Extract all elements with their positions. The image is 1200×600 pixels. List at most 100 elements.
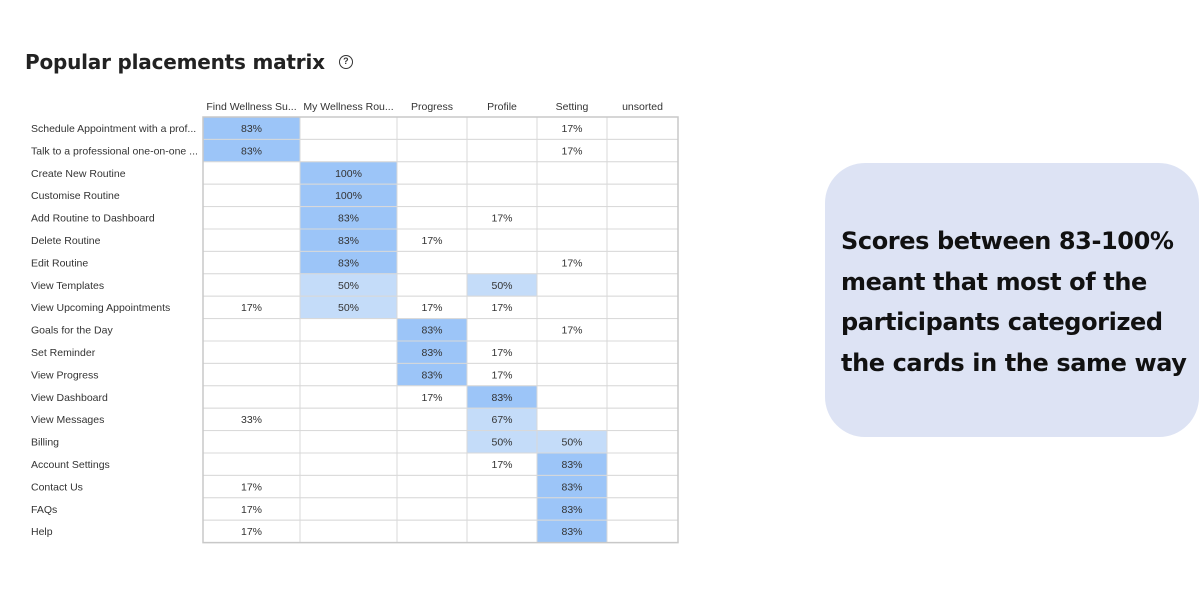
matrix-cell [202, 340, 301, 364]
cell-value-label: 17% [491, 459, 512, 471]
cell-value-label: 83% [561, 481, 582, 493]
matrix-cell [536, 206, 608, 230]
row-label: Talk to a professional one-on-one ... [31, 145, 198, 157]
matrix-cell [466, 138, 538, 163]
matrix-cell [299, 474, 398, 499]
callout-box: Scores between 83-100% meant that most o… [825, 163, 1199, 437]
row-label: Add Routine to Dashboard [31, 213, 155, 225]
matrix-cell [396, 474, 468, 499]
matrix-cell [396, 116, 468, 140]
matrix-cell [466, 116, 538, 140]
row-label: View Messages [31, 414, 104, 426]
matrix-cell [536, 407, 608, 432]
cell-value-label: 83% [491, 392, 512, 404]
row-label: Billing [31, 437, 59, 449]
matrix-cell [202, 228, 301, 252]
matrix-cell [202, 206, 301, 230]
matrix-cell [202, 362, 301, 387]
cell-value-label: 17% [561, 123, 582, 135]
callout-line: the cards in the same way [841, 348, 1187, 377]
matrix-cell [396, 407, 468, 432]
column-header: Setting [556, 101, 589, 113]
callout-line: Scores between 83-100% [841, 227, 1174, 255]
cell-value-label: 83% [421, 369, 442, 381]
matrix-cell [299, 385, 398, 409]
matrix-cell [606, 497, 679, 521]
matrix-cell [536, 385, 608, 409]
title-row: Popular placements matrix ? [25, 50, 353, 74]
matrix-cell [466, 474, 538, 499]
matrix-cell [466, 250, 538, 275]
cell-value-label: 17% [241, 481, 262, 493]
matrix-cell [536, 273, 608, 297]
matrix-cell [299, 430, 398, 454]
matrix-cell [536, 183, 608, 208]
matrix-cell [606, 474, 679, 499]
cell-value-label: 17% [421, 302, 442, 314]
column-header: unsorted [622, 101, 663, 113]
cell-value-label: 83% [561, 504, 582, 516]
column-header: My Wellness Rou... [303, 101, 393, 113]
matrix-cell [396, 250, 468, 275]
row-label: Create New Routine [31, 168, 126, 180]
row-label: View Upcoming Appointments [31, 302, 170, 314]
row-label: Set Reminder [31, 347, 96, 359]
matrix-cell [202, 250, 301, 275]
cell-value-label: 17% [491, 302, 512, 314]
cell-value-label: 50% [491, 437, 512, 449]
row-label: Help [31, 526, 53, 538]
matrix-cell [202, 161, 301, 185]
cell-value-label: 17% [421, 235, 442, 247]
matrix-cell [299, 318, 398, 342]
matrix-cell [299, 407, 398, 432]
callout-text: Scores between 83-100% meant that most o… [841, 221, 1199, 383]
matrix-cell [536, 228, 608, 252]
matrix-cell [396, 452, 468, 476]
cell-value-label: 67% [491, 414, 512, 426]
cell-value-label: 83% [338, 257, 359, 269]
matrix-cell [202, 452, 301, 476]
placements-matrix: Find Wellness Su... My Wellness Rou... Pro… [31, 101, 679, 544]
matrix-cell [299, 116, 398, 140]
cell-value-label: 50% [491, 280, 512, 292]
matrix-cell [606, 430, 679, 454]
matrix-cell [536, 362, 608, 387]
matrix-cell [536, 340, 608, 364]
row-label: View Templates [31, 280, 104, 292]
row-label: Delete Routine [31, 235, 101, 247]
cell-value-label: 83% [421, 347, 442, 359]
cell-value-label: 17% [491, 213, 512, 225]
matrix-cell [299, 340, 398, 364]
matrix-cell [466, 183, 538, 208]
row-label: View Dashboard [31, 392, 108, 404]
row-label: Goals for the Day [31, 325, 113, 337]
matrix-cell [466, 497, 538, 521]
cell-value-label: 17% [561, 145, 582, 157]
matrix-cell [606, 362, 679, 387]
matrix-cell [396, 138, 468, 163]
cell-value-label: 50% [338, 302, 359, 314]
matrix-cell [606, 318, 679, 342]
column-header: Profile [487, 101, 517, 113]
row-label: Account Settings [31, 459, 110, 471]
column-header: Progress [411, 101, 453, 113]
cell-value-label: 83% [561, 459, 582, 471]
cell-value-label: 83% [241, 145, 262, 157]
matrix-cell [606, 295, 679, 320]
matrix-cell [606, 452, 679, 476]
cell-value-label: 17% [241, 302, 262, 314]
cell-value-label: 17% [241, 504, 262, 516]
cell-value-label: 83% [338, 213, 359, 225]
help-icon[interactable]: ? [338, 55, 353, 69]
matrix-cell [466, 161, 538, 185]
matrix-cell [202, 385, 301, 409]
cell-value-label: 83% [561, 526, 582, 538]
matrix-cell [606, 183, 679, 208]
matrix-cell [396, 161, 468, 185]
matrix-cell [606, 273, 679, 297]
callout-line: meant that most of the [841, 267, 1147, 296]
row-label: Contact Us [31, 481, 83, 493]
matrix-cell [606, 138, 679, 163]
cell-value-label: 17% [561, 325, 582, 337]
matrix-cell [299, 497, 398, 521]
